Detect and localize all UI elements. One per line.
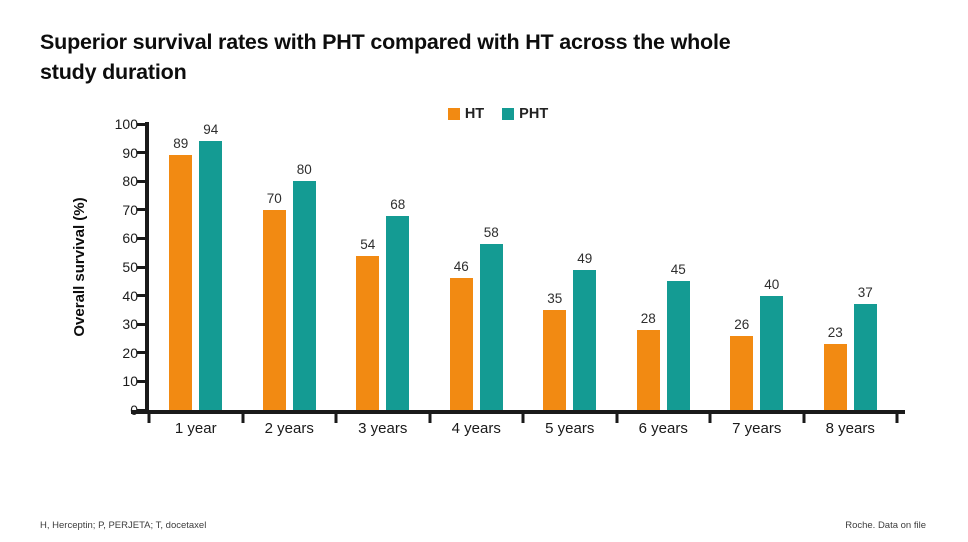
x-tick-mark (895, 414, 899, 423)
bar-value-label: 28 (640, 310, 656, 326)
y-tick-label: 40 (122, 287, 138, 304)
plot-area: 89 94 70 80 54 68 46 58 35 49 28 45 26 40 23 37 (131, 122, 905, 423)
x-category-label: 2 years (264, 420, 314, 437)
bar-value-label: 26 (734, 316, 750, 332)
y-tick-mark (137, 294, 145, 298)
bar-value-label: 94 (203, 122, 219, 138)
bar-group: 89 94 (149, 122, 243, 410)
bar-value-label: 70 (266, 190, 282, 206)
x-tick-mark (615, 414, 618, 423)
y-tick-label: 30 (122, 316, 138, 333)
x-tick-mark (802, 414, 805, 423)
y-tick-label: 60 (122, 230, 138, 247)
x-category-label: 5 years (545, 420, 595, 437)
bar-value-label: 49 (577, 250, 593, 266)
y-tick-label: 80 (122, 173, 138, 190)
x-tick-mark (708, 414, 712, 423)
bar-ht-3-years: 54 (356, 237, 380, 410)
x-category-label: 7 years (732, 420, 782, 437)
x-tick-mark (241, 414, 244, 423)
bar-group: 26 40 (710, 124, 804, 410)
chart-title: Superior survival rates with PHT compare… (40, 30, 731, 85)
y-tick-label: 50 (122, 259, 138, 275)
y-tick-label: 70 (122, 201, 138, 218)
bars-row: 89 94 70 80 54 68 46 58 35 49 28 45 26 40 23 37 (149, 122, 898, 410)
bar-value-label: 40 (764, 276, 780, 292)
legend-item-pht: PHT (502, 106, 548, 122)
y-tick-mark (137, 351, 145, 355)
y-tick-mark (137, 208, 145, 212)
y-axis-title: Overall survival (%) (71, 197, 88, 337)
bar-ht-5-years: 35 (543, 291, 567, 410)
bar-group: 54 68 (336, 124, 430, 410)
bar-ht-8-years: 23 (823, 325, 847, 410)
bar-pht-8-years: 37 (853, 285, 877, 410)
bar-value-label: 37 (857, 285, 873, 301)
bar-group: 35 49 (523, 124, 617, 410)
y-tick-mark (137, 236, 145, 240)
x-category-label: 3 years (358, 420, 408, 437)
bar-value-label: 54 (360, 236, 376, 252)
y-tick-mark (137, 179, 145, 183)
bar-value-label: 68 (390, 196, 406, 212)
legend-swatch-icon (447, 108, 460, 120)
bar-pht-3-years: 68 (386, 197, 410, 410)
y-tick-mark (137, 379, 145, 383)
x-category-label: 1 year (174, 420, 217, 437)
bar-group: 46 58 (430, 124, 524, 410)
bar-group: 28 45 (617, 124, 711, 410)
bar-pht-5-years: 49 (573, 251, 597, 410)
y-tick-mark (137, 151, 145, 155)
y-tick-mark (137, 408, 145, 412)
y-tick-label: 10 (122, 373, 138, 390)
legend-item-ht: HT (447, 106, 485, 122)
legend-swatch-icon (502, 108, 515, 120)
bar-group: 23 37 (804, 124, 898, 410)
legend-label: PHT (519, 106, 549, 122)
y-tick-mark (137, 122, 145, 126)
legend-label: HT (464, 106, 485, 122)
x-tick-mark (147, 414, 151, 423)
bar-value-label: 23 (827, 325, 843, 341)
bar-ht-1-year: 89 (169, 136, 193, 410)
legend: HT PHT (14, 106, 968, 122)
y-axis-line (145, 122, 149, 414)
bar-ht-2-years: 70 (262, 191, 286, 410)
bar-value-label: 89 (173, 136, 189, 152)
bar-ht-7-years: 26 (730, 317, 754, 410)
x-category-label: 6 years (638, 420, 688, 437)
y-tick-label: 100 (114, 116, 138, 132)
y-tick-mark (137, 322, 145, 326)
x-axis-category-labels: 1 year 2 years 3 years 4 years 5 years 6 year… (149, 420, 897, 437)
bar-pht-6-years: 45 (666, 262, 690, 410)
x-category-label: 8 years (825, 420, 875, 437)
bar-pht-2-years: 80 (292, 162, 316, 410)
bar-value-label: 45 (670, 262, 686, 278)
x-category-label: 4 years (451, 420, 501, 437)
x-tick-mark (521, 414, 525, 423)
y-tick-label: 20 (122, 344, 138, 361)
x-axis-line (131, 410, 905, 414)
bar-ht-6-years: 28 (636, 311, 660, 410)
bar-value-label: 46 (453, 259, 469, 275)
x-tick-mark (428, 414, 431, 423)
bar-value-label: 58 (483, 225, 499, 241)
y-tick-label: 90 (122, 144, 138, 161)
bar-value-label: 35 (547, 290, 563, 306)
y-tick-mark (137, 265, 145, 269)
bar-value-label: 80 (296, 162, 312, 178)
x-tick-mark (334, 414, 338, 423)
footnote-source: Roche. Data on file (845, 520, 926, 531)
bar-ht-4-years: 46 (449, 259, 473, 410)
footnote-abbreviations: H, Herceptin; P, PERJETA; T, docetaxel (40, 520, 207, 531)
y-axis-tick-labels: 0102030405060708090100 (98, 116, 138, 418)
bar-group: 70 80 (243, 124, 337, 410)
bar-pht-4-years: 58 (479, 225, 503, 410)
bar-pht-7-years: 40 (760, 277, 784, 410)
bar-pht-1-year: 94 (199, 122, 223, 410)
